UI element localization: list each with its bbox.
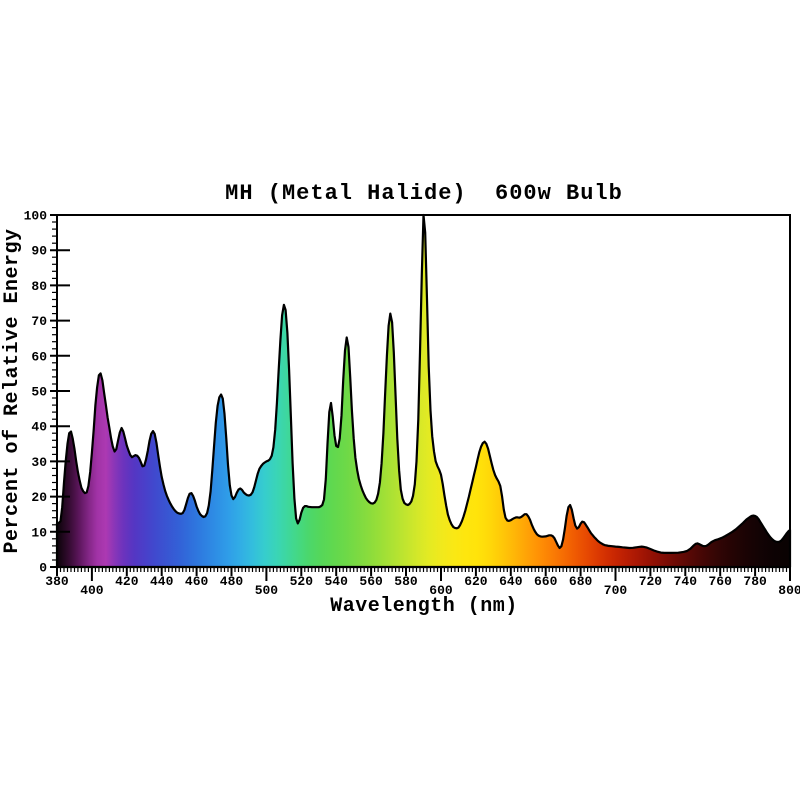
y-tick-label: 40 [31, 420, 47, 435]
y-tick-label: 50 [31, 385, 47, 400]
y-tick-label: 100 [24, 209, 48, 224]
y-tick-label: 30 [31, 455, 47, 470]
y-tick-label: 10 [31, 525, 47, 540]
x-tick-label: 500 [255, 583, 279, 598]
x-tick-label: 680 [569, 574, 593, 589]
y-tick-label: 80 [31, 279, 47, 294]
y-tick-label: 70 [31, 314, 47, 329]
y-tick-label: 90 [31, 244, 47, 259]
x-tick-label: 760 [708, 574, 732, 589]
x-tick-label: 800 [778, 583, 800, 598]
x-tick-label: 400 [80, 583, 104, 598]
x-tick-label: 700 [604, 583, 628, 598]
x-tick-label: 380 [45, 574, 69, 589]
spectrum-area [55, 213, 792, 569]
y-tick-label: 0 [39, 561, 47, 576]
x-tick-label: 540 [324, 574, 348, 589]
x-tick-label: 740 [674, 574, 698, 589]
y-tick-label: 20 [31, 490, 47, 505]
x-tick-label: 440 [150, 574, 174, 589]
x-tick-label: 580 [394, 574, 418, 589]
x-tick-label: 460 [185, 574, 209, 589]
y-axis-label: Percent of Relative Energy [1, 228, 24, 553]
chart-title: MH (Metal Halide) 600w Bulb [225, 181, 623, 206]
y-tick-label: 60 [31, 349, 47, 364]
x-tick-label: 660 [534, 574, 558, 589]
x-tick-label: 780 [743, 574, 767, 589]
x-tick-label: 520 [290, 574, 314, 589]
x-tick-label: 420 [115, 574, 139, 589]
x-tick-label: 620 [464, 574, 488, 589]
x-tick-label: 560 [359, 574, 383, 589]
x-tick-label: 480 [220, 574, 244, 589]
x-tick-label: 600 [429, 583, 453, 598]
x-tick-label: 640 [499, 574, 523, 589]
x-tick-label: 720 [639, 574, 663, 589]
x-axis-label: Wavelength (nm) [330, 595, 518, 618]
